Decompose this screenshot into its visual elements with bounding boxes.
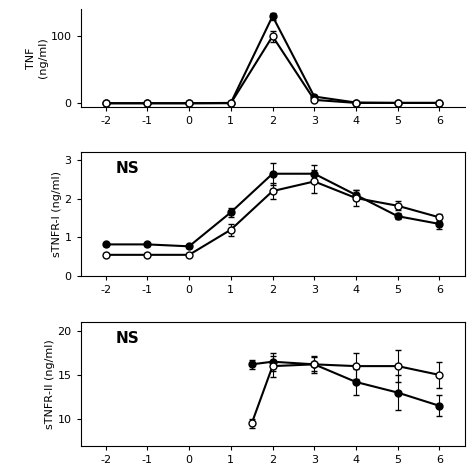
Y-axis label: sTNFR‑II (ng/ml): sTNFR‑II (ng/ml)	[45, 339, 55, 428]
Text: NS: NS	[115, 331, 139, 346]
Y-axis label: TNF
(ng/ml): TNF (ng/ml)	[26, 37, 48, 78]
Text: NS: NS	[115, 161, 139, 176]
Y-axis label: sTNFR-I (ng/ml): sTNFR-I (ng/ml)	[52, 171, 62, 257]
